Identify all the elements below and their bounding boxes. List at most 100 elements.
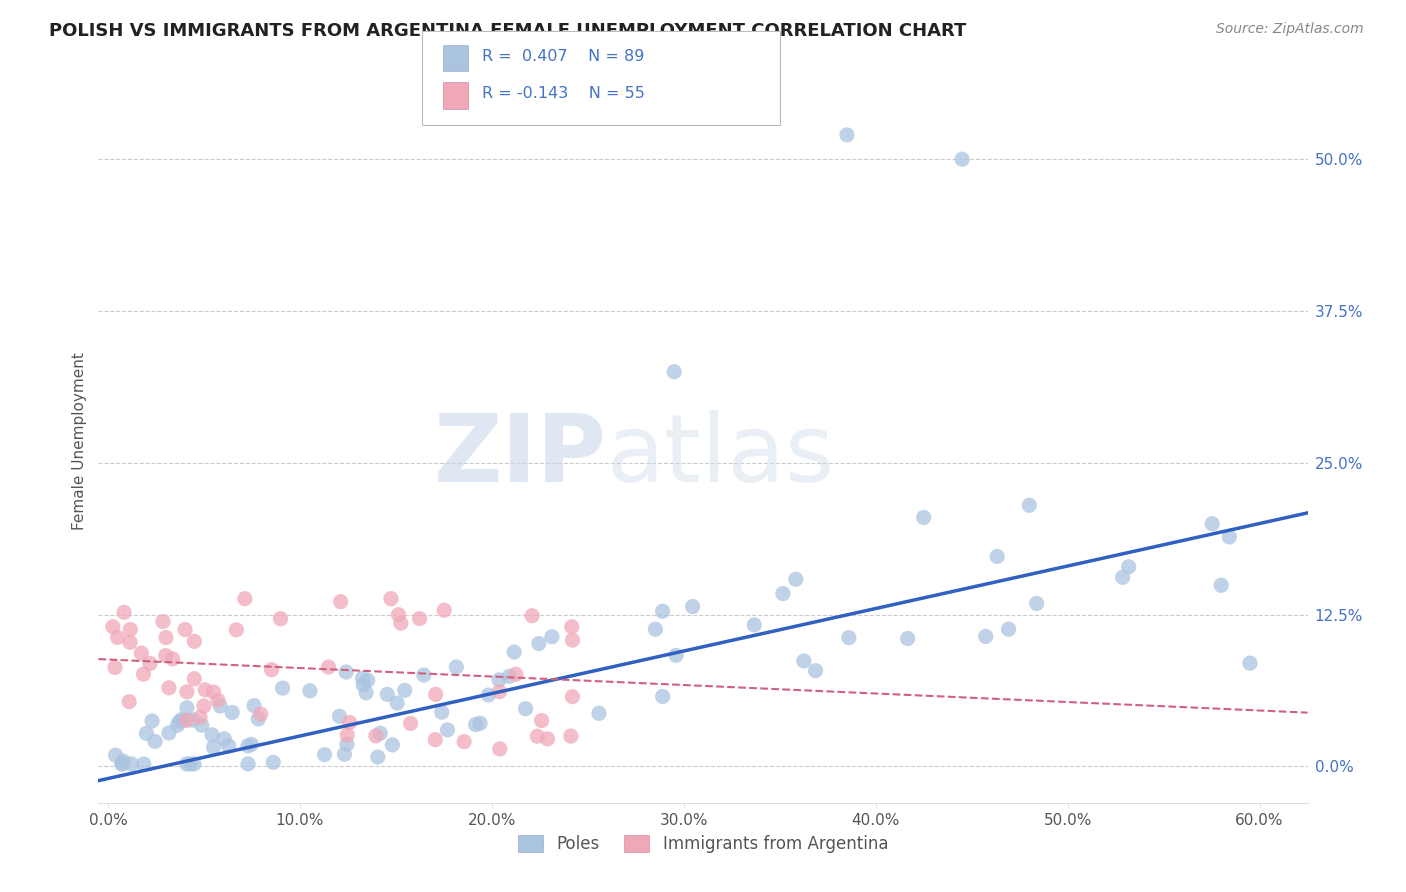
Point [181,713,204,727]
Point [176,685,198,699]
Point [399,716,422,731]
Point [236,756,259,771]
Point [436,723,458,737]
Point [505,667,527,681]
Point [329,594,352,608]
Point [561,690,583,704]
Point [477,688,499,702]
Point [389,616,412,631]
Point [202,740,225,755]
Point [243,698,266,713]
Point [742,618,765,632]
Point [176,756,198,771]
Point [644,622,666,636]
Point [121,756,143,771]
Point [336,737,359,751]
Point [561,620,583,634]
Legend: Poles, Immigrants from Argentina: Poles, Immigrants from Argentina [512,828,894,860]
Text: Source: ZipAtlas.com: Source: ZipAtlas.com [1216,22,1364,37]
Point [262,756,284,770]
Point [155,631,177,645]
Text: POLISH VS IMMIGRANTS FROM ARGENTINA FEMALE UNEMPLOYMENT CORRELATION CHART: POLISH VS IMMIGRANTS FROM ARGENTINA FEMA… [49,22,966,40]
Point [333,747,356,762]
Point [561,633,583,648]
Point [772,586,794,600]
Point [527,636,550,650]
Point [838,631,860,645]
Point [188,710,211,724]
Point [221,706,243,720]
Point [588,706,610,721]
Point [682,599,704,614]
Point [118,695,141,709]
Point [240,738,263,752]
Point [560,729,582,743]
Point [425,732,447,747]
Point [201,728,224,742]
Point [193,698,215,713]
Point [152,615,174,629]
Point [218,739,240,753]
Point [131,646,153,660]
Point [1118,559,1140,574]
Point [488,742,510,756]
Point [314,747,336,762]
Point [412,668,434,682]
Point [453,734,475,748]
Point [430,705,453,719]
Point [212,731,235,746]
Point [162,652,184,666]
Point [488,673,510,687]
Point [526,729,548,743]
Point [1239,656,1261,670]
Point [997,622,1019,636]
Point [541,630,564,644]
Point [249,707,271,722]
Point [155,648,177,663]
Point [112,605,135,619]
Point [385,696,408,710]
Point [408,612,430,626]
Point [339,715,361,730]
Point [394,683,416,698]
Point [387,607,409,622]
Point [354,686,377,700]
Point [530,714,553,728]
Point [236,739,259,753]
Point [179,756,201,771]
Point [183,634,205,648]
Point [328,709,350,723]
Point [176,714,198,728]
Point [368,726,391,740]
Point [166,718,188,732]
Point [170,713,193,727]
Point [335,665,357,679]
Point [381,738,404,752]
Point [1025,597,1047,611]
Point [132,756,155,771]
Point [271,681,294,695]
Point [141,714,163,728]
Point [804,664,827,678]
Point [651,690,673,704]
Point [107,631,129,645]
Point [270,612,292,626]
Point [143,734,166,748]
Point [336,728,359,742]
Point [498,669,520,683]
Point [665,648,688,663]
Point [367,750,389,764]
Point [835,128,858,142]
Point [233,591,256,606]
Point [1018,498,1040,512]
Point [202,685,225,699]
Point [190,718,212,732]
Point [118,635,141,649]
Point [503,645,526,659]
Point [120,623,142,637]
Point [111,756,134,771]
Point [104,748,127,763]
Point [950,152,973,166]
Point [380,591,402,606]
Point [793,654,815,668]
